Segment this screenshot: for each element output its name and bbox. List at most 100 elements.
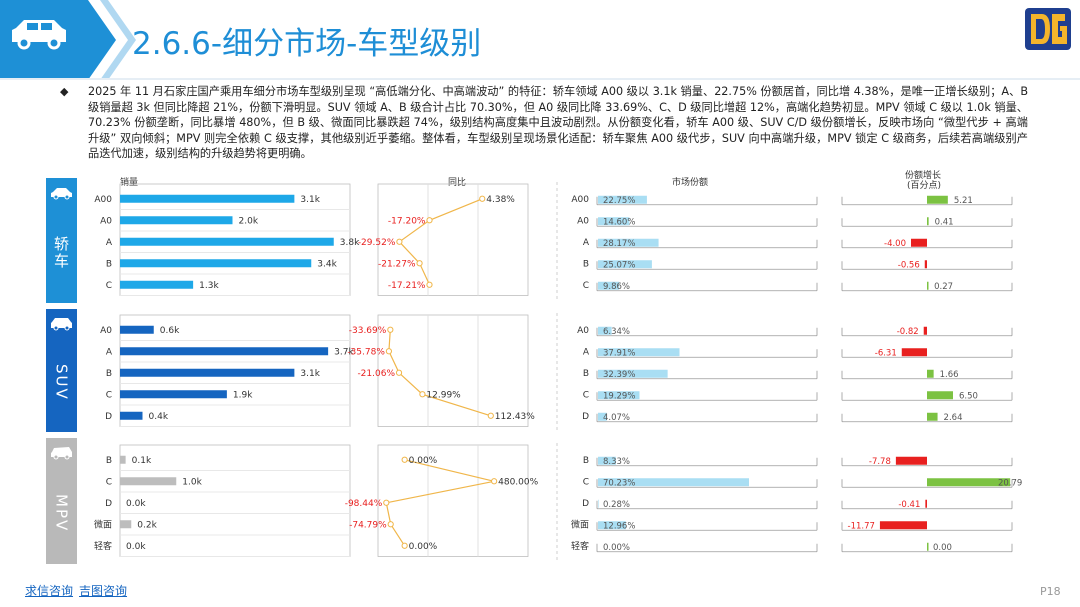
yoy-point xyxy=(401,542,408,549)
panel-frame xyxy=(377,183,529,296)
share-change-label: -6.31 xyxy=(875,348,897,358)
share-value-label: 12.96% xyxy=(603,521,635,531)
share-value-label: 0.28% xyxy=(603,500,630,510)
share-value-label: 22.75% xyxy=(603,196,635,206)
yoy-point xyxy=(395,369,403,376)
footer-link-qiuxin[interactable]: 求信咨询 xyxy=(25,584,74,598)
sales-value-label: 3.1k xyxy=(300,369,320,379)
share-bar xyxy=(598,348,680,357)
yoy-point xyxy=(479,195,486,202)
share-change-label: -0.41 xyxy=(898,500,920,510)
share-bar xyxy=(598,412,607,421)
share-change-label: -0.56 xyxy=(898,260,920,270)
yoy-value-label: -21.06% xyxy=(357,369,395,379)
share-change-label: 1.66 xyxy=(940,370,959,380)
yoy-value-label: -29.52% xyxy=(358,238,396,248)
category-label: A00 xyxy=(94,195,112,205)
share-change-bar xyxy=(927,369,934,378)
category-label: C xyxy=(106,281,112,291)
sales-value-label: 1.0k xyxy=(182,477,202,487)
share-change-label: 20.79 xyxy=(998,478,1022,488)
category-label: A xyxy=(583,347,590,357)
share-change-bar xyxy=(927,412,938,421)
yoy-value-label: -98.44% xyxy=(345,499,383,509)
share-change-bar xyxy=(879,521,927,530)
sales-bar xyxy=(120,347,329,356)
yoy-point xyxy=(396,238,403,245)
share-bar xyxy=(598,456,616,465)
share-value-label: 4.07% xyxy=(603,413,630,423)
sales-bar xyxy=(120,216,233,225)
share-panel-title: 市场份额 xyxy=(672,178,709,188)
sales-value-label: 3.8k xyxy=(340,238,360,248)
share-change-label: 2.64 xyxy=(944,413,963,423)
category-label: B xyxy=(583,369,589,379)
intro-bullet: ◆ xyxy=(60,85,69,98)
sales-value-label: 3.7k xyxy=(334,347,354,357)
category-label: D xyxy=(582,412,589,422)
share-change-unit: (百分点) xyxy=(907,181,942,191)
sedan-icon xyxy=(51,188,72,200)
share-bar xyxy=(598,391,640,400)
category-label: B xyxy=(106,259,112,269)
yoy-point xyxy=(387,521,394,528)
share-bar xyxy=(598,478,749,487)
segment-label-sedan: 轿车 xyxy=(46,178,77,303)
sales-bar xyxy=(120,325,154,334)
category-label: A xyxy=(106,347,113,357)
share-change-bar xyxy=(927,217,929,226)
sales-value-label: 0.0k xyxy=(126,542,146,552)
car-icon xyxy=(12,20,66,50)
category-label: 轻客 xyxy=(571,540,589,552)
share-change-label: 0.41 xyxy=(935,217,954,227)
yoy-point xyxy=(383,499,390,506)
share-change-bar xyxy=(927,542,929,551)
category-label: A0 xyxy=(577,216,589,226)
share-change-bar xyxy=(895,456,927,465)
share-value-label: 32.39% xyxy=(603,370,635,380)
category-label: B xyxy=(583,259,589,269)
share-value-label: 8.33% xyxy=(603,457,630,467)
segment-name: MPV xyxy=(52,493,71,533)
mpv-icon xyxy=(51,447,72,460)
share-bar xyxy=(598,195,647,204)
category-label: B xyxy=(106,456,112,466)
share-value-label: 9.86% xyxy=(603,282,630,292)
sales-bar xyxy=(120,280,194,289)
yoy-value-label: -74.79% xyxy=(349,520,387,530)
share-value-label: 25.07% xyxy=(603,260,635,270)
yoy-line xyxy=(388,329,491,417)
yoy-value-label: 0.00% xyxy=(409,456,438,466)
share-change-label: -7.78 xyxy=(869,457,891,467)
category-label: A0 xyxy=(577,326,589,336)
share-change-bar xyxy=(927,195,948,204)
header-band xyxy=(0,0,1080,80)
category-label: A00 xyxy=(571,195,589,205)
category-label: 微面 xyxy=(571,518,589,530)
share-bar xyxy=(598,260,652,269)
yoy-panel-title: 同比 xyxy=(448,178,467,188)
category-label: C xyxy=(583,477,589,487)
category-label: B xyxy=(583,456,589,466)
yoy-point xyxy=(487,412,494,419)
category-label: D xyxy=(105,499,112,509)
share-change-label: 6.50 xyxy=(959,391,978,401)
footer-link-jitu[interactable]: 吉图咨询 xyxy=(79,584,128,598)
share-bar xyxy=(598,369,668,378)
share-value-label: 70.23% xyxy=(603,478,635,488)
intro-paragraph: 2025 年 11 月石家庄国产乘用车细分市场车型级别呈现 “高低端分化、中高端… xyxy=(88,85,1028,161)
sales-bar xyxy=(120,194,295,203)
share-change-label: 5.21 xyxy=(954,196,973,206)
brand-logo-icon xyxy=(1025,8,1071,50)
category-label: B xyxy=(106,369,112,379)
category-label: A xyxy=(583,238,590,248)
share-value-label: 28.17% xyxy=(603,239,635,249)
yoy-line xyxy=(398,198,483,286)
category-label: D xyxy=(582,499,589,509)
category-label: C xyxy=(583,390,589,400)
yoy-value-label: 4.38% xyxy=(486,195,515,205)
share-change-bar xyxy=(927,391,953,400)
yoy-point xyxy=(491,478,498,485)
sales-bar xyxy=(120,411,143,420)
